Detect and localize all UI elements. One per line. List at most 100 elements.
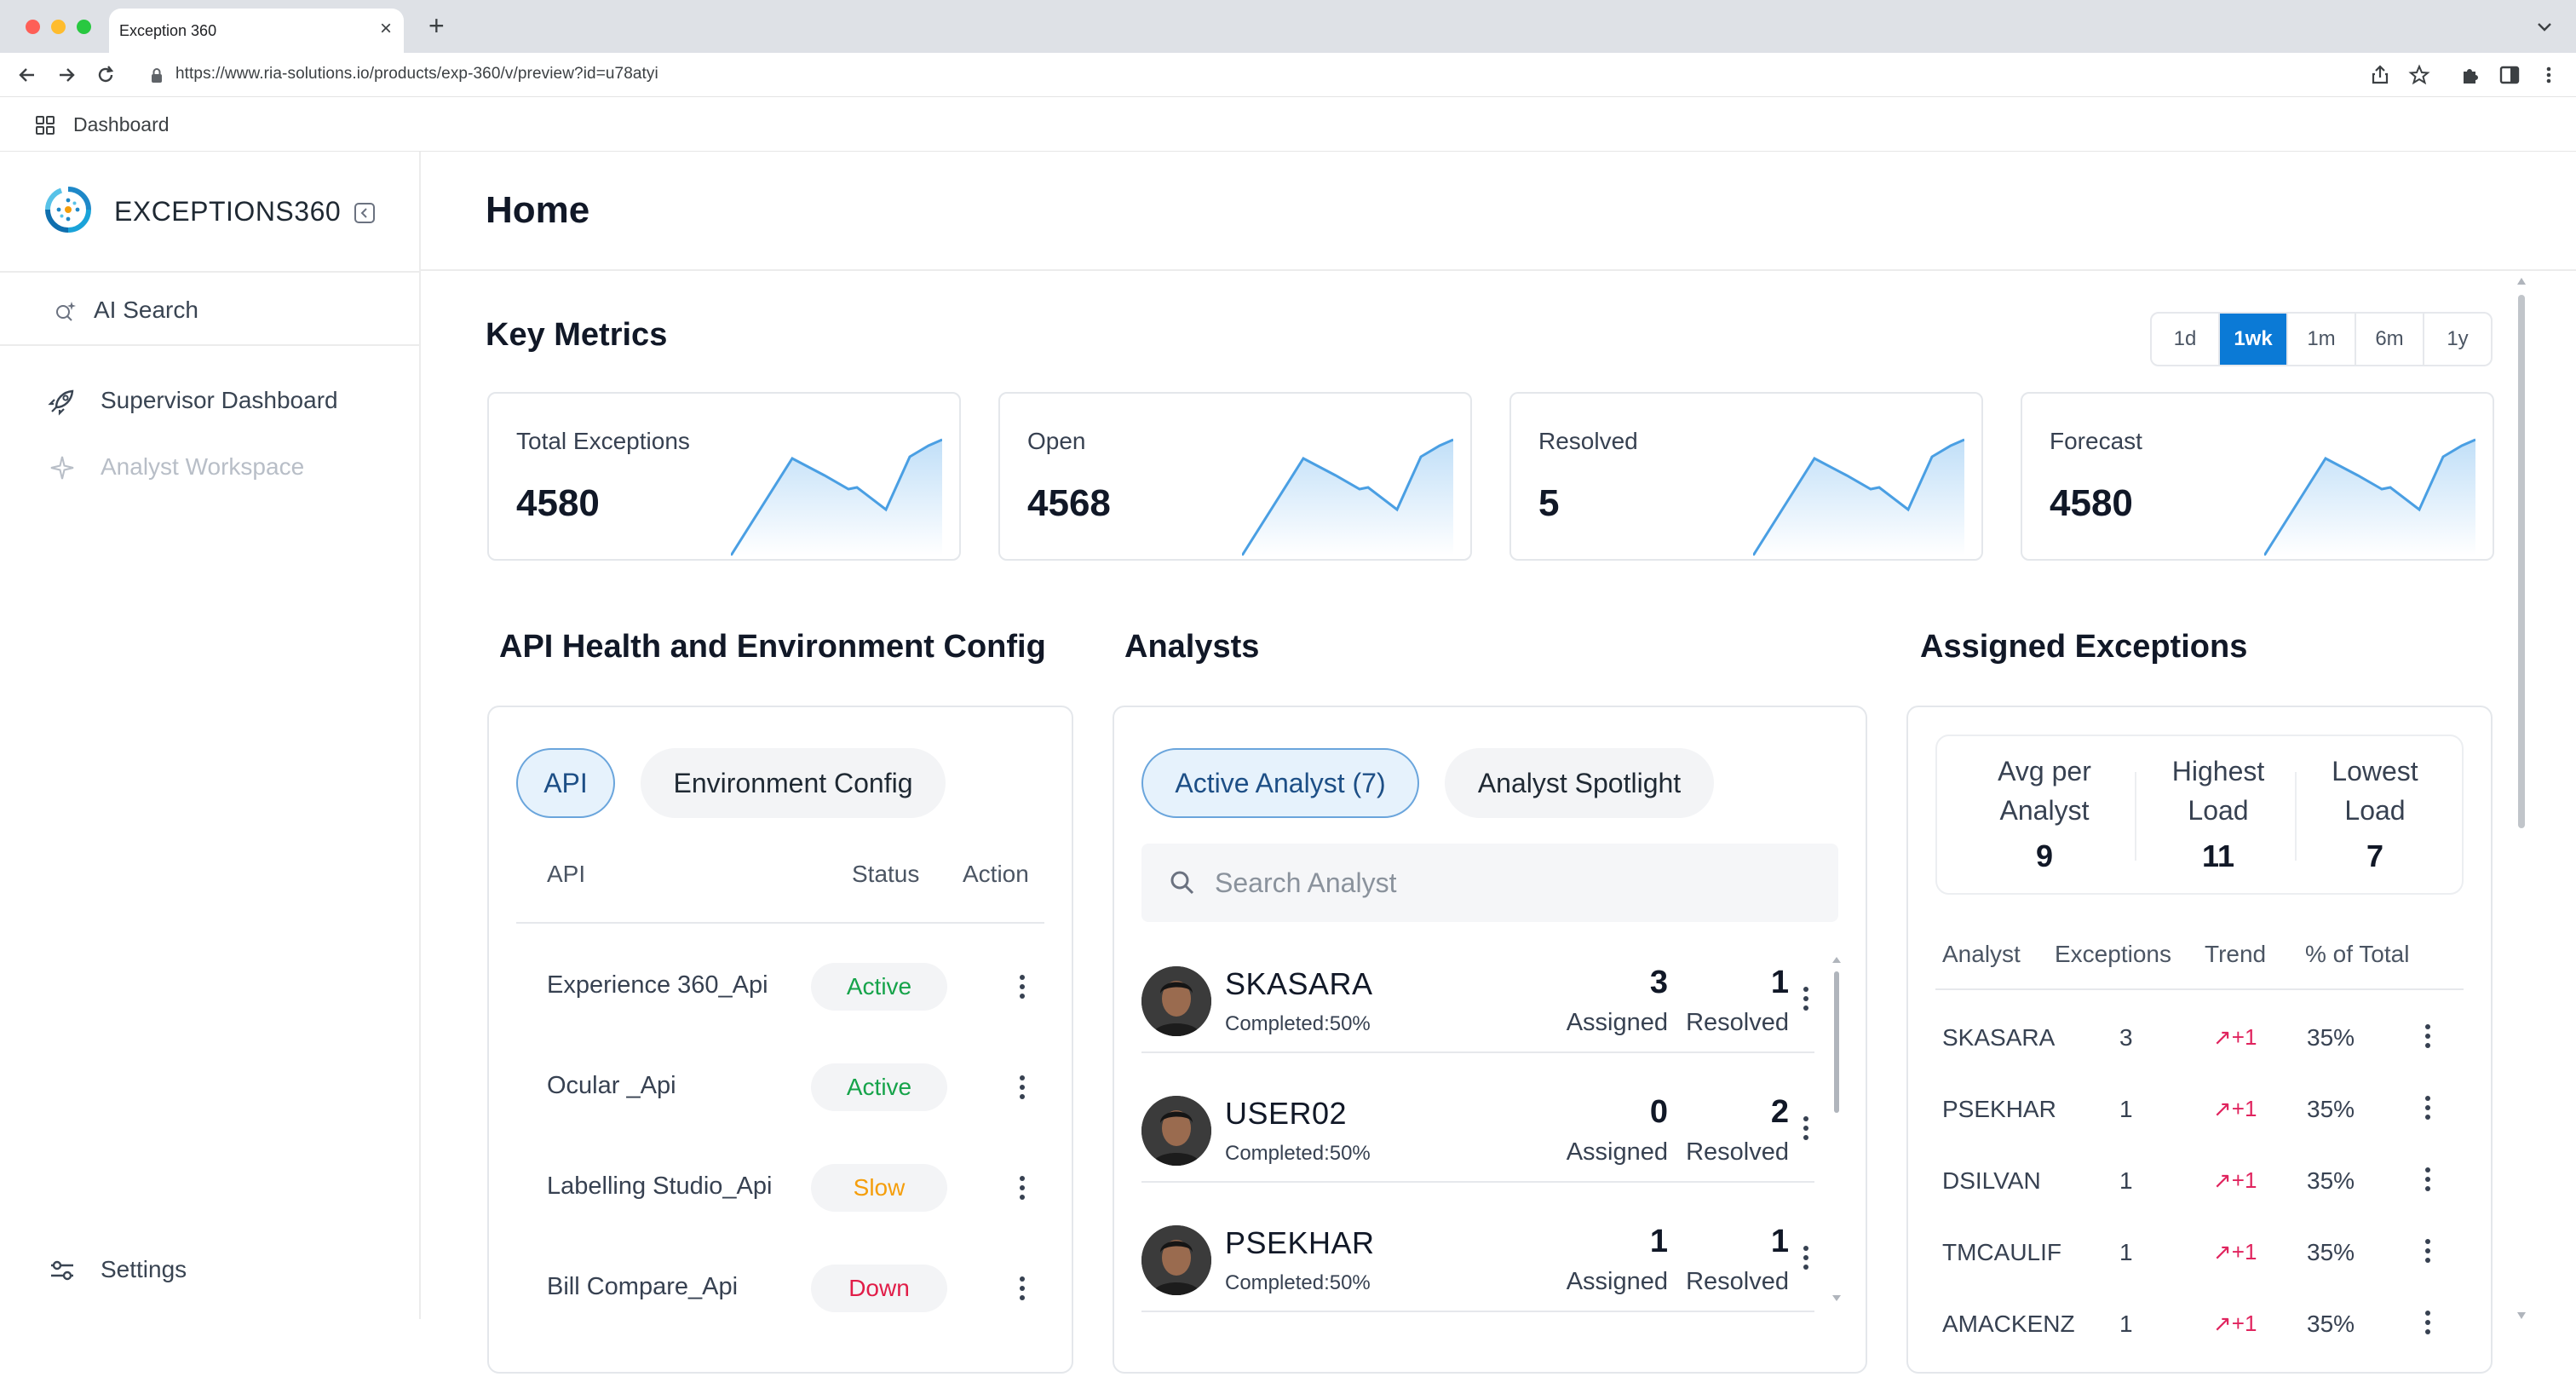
reload-icon[interactable] (94, 63, 118, 87)
analyst-name: SKASARA (1225, 966, 1373, 1001)
row-actions-menu-icon[interactable] (1019, 1075, 1026, 1103)
row-actions-menu-icon[interactable] (1019, 1276, 1026, 1304)
range-1y-button[interactable]: 1y (2447, 327, 2469, 350)
tab-api[interactable]: API (516, 748, 615, 818)
column-header-api: API (547, 861, 586, 887)
table-row[interactable]: PSEKHAR 1 ↗+1 35% (1935, 1074, 2447, 1145)
extensions-puzzle-icon[interactable] (2458, 63, 2482, 87)
trend-cell: ↗+1 (2213, 1096, 2257, 1121)
row-actions-menu-icon[interactable] (1803, 1116, 1809, 1144)
sidebar-item-label: Analyst Workspace (101, 453, 305, 480)
row-actions-menu-icon[interactable] (2424, 1167, 2431, 1195)
row-actions-menu-icon[interactable] (2424, 1096, 2431, 1123)
share-icon[interactable] (2368, 63, 2392, 87)
chevron-down-icon[interactable] (2533, 15, 2556, 37)
metric-value: 5 (1538, 482, 1560, 524)
browser-menu-icon[interactable] (2537, 63, 2561, 87)
list-item[interactable]: USER02 Completed:50% 0 Assigned 2 Resolv… (1141, 1077, 1814, 1207)
summary-lowest-load: Lowest Load 7 (2307, 752, 2443, 874)
table-row: Labelling Studio_Api Slow (489, 1138, 1068, 1239)
analyst-completion: Completed:50% (1225, 1012, 1371, 1035)
analyst-list-scrollbar[interactable] (1830, 954, 1843, 1304)
api-name: Labelling Studio_Api (547, 1172, 773, 1200)
time-range-selector: 1d 1wk 1m 6m 1y (2150, 312, 2493, 366)
lock-icon[interactable] (148, 66, 165, 85)
window-zoom-button[interactable] (77, 20, 91, 34)
new-tab-icon[interactable]: + (428, 10, 445, 41)
address-bar[interactable]: https://www.ria-solutions.io/products/ex… (175, 65, 658, 83)
ai-search-icon (56, 302, 76, 321)
metric-card-total-exceptions[interactable]: Total Exceptions 4580 (487, 392, 961, 561)
collapse-sidebar-icon[interactable] (353, 201, 377, 225)
table-row[interactable]: AMACKENZ 1 ↗+1 35% (1935, 1288, 2447, 1360)
list-divider (1141, 1311, 1814, 1312)
row-actions-menu-icon[interactable] (1019, 1176, 1026, 1203)
metric-card-resolved[interactable]: Resolved 5 (1509, 392, 1983, 561)
assigned-label: Assigned (1566, 1009, 1668, 1036)
assigned-count: 1 (1649, 1224, 1668, 1259)
sidebar-item-label: Supervisor Dashboard (101, 387, 338, 413)
trend-cell: ↗+1 (2213, 1311, 2257, 1336)
summary-label: Highest (2171, 756, 2265, 786)
row-actions-menu-icon[interactable] (2424, 1024, 2431, 1051)
assigned-count: 0 (1649, 1094, 1668, 1130)
tab-active-analyst[interactable]: Active Analyst (7) (1141, 748, 1419, 818)
side-panel-icon[interactable] (2498, 63, 2521, 87)
summary-label: Load (2344, 795, 2406, 826)
search-icon (1170, 871, 1194, 895)
avatar (1141, 966, 1211, 1036)
row-actions-menu-icon[interactable] (2424, 1311, 2431, 1338)
assigned-label: Assigned (1566, 1268, 1668, 1295)
range-1d-button[interactable]: 1d (2152, 314, 2220, 365)
metric-card-open[interactable]: Open 4568 (998, 392, 1472, 561)
exceptions-cell: 1 (2119, 1167, 2133, 1194)
range-1wk-button[interactable]: 1wk (2220, 314, 2288, 365)
column-header-trend: Trend (2205, 941, 2267, 967)
table-row: Ocular _Api Active (489, 1038, 1068, 1138)
tab-environment-config[interactable]: Environment Config (641, 748, 946, 818)
assignment-summary: Avg per Analyst 9 Highest Load 11 Lowest… (1935, 735, 2464, 895)
assigned-exceptions-panel: Avg per Analyst 9 Highest Load 1 1 Lowest… (1906, 706, 2493, 1374)
search-analyst-input[interactable]: Search Analyst (1141, 844, 1838, 922)
bookmark-star-icon[interactable] (2407, 63, 2431, 87)
bookmark-dashboard-link[interactable]: Dashboard (73, 113, 170, 135)
exceptions-cell: 1 (2119, 1096, 2133, 1122)
list-item[interactable]: SKASARA Completed:50% 3 Assigned 1 Resol… (1141, 948, 1814, 1077)
row-actions-menu-icon[interactable] (2424, 1239, 2431, 1266)
table-row[interactable]: TMCAULIF 1 ↗+1 35% (1935, 1217, 2447, 1288)
table-row[interactable]: SKASARA 3 ↗+1 35% (1935, 1002, 2447, 1074)
window-minimize-button[interactable] (51, 20, 66, 34)
status-badge: Active (811, 1063, 947, 1111)
back-arrow-icon[interactable] (15, 63, 39, 87)
summary-label: Analyst (1999, 795, 2090, 826)
row-actions-menu-icon[interactable] (1803, 987, 1809, 1014)
column-header-analyst: Analyst (1942, 941, 2021, 967)
browser-tab[interactable]: Exception 360 × (109, 9, 404, 53)
window-close-button[interactable] (26, 20, 40, 34)
page-scrollbar[interactable] (2513, 274, 2530, 1322)
resolved-count: 1 (1770, 1224, 1789, 1259)
summary-label: Avg per (1998, 756, 2091, 786)
metric-card-forecast[interactable]: Forecast 4580 (2021, 392, 2494, 561)
app-sidebar: EXCEPTIONS360 AI Search Supervisor Dashb… (0, 152, 421, 1319)
apps-grid-icon[interactable] (34, 114, 56, 136)
list-item[interactable]: PSEKHAR Completed:50% 1 Assigned 1 Resol… (1141, 1207, 1814, 1336)
row-actions-menu-icon[interactable] (1019, 975, 1026, 1002)
row-actions-menu-icon[interactable] (1803, 1246, 1809, 1273)
trend-cell: ↗+1 (2213, 1167, 2257, 1193)
metric-label: Forecast (2050, 428, 2142, 454)
forward-arrow-icon[interactable] (55, 63, 78, 87)
search-placeholder: Search Analyst (1215, 867, 1397, 898)
summary-avg-per-analyst: Avg per Analyst 9 (1976, 752, 2113, 874)
metric-label: Total Exceptions (516, 428, 690, 454)
pct-cell: 35% (2307, 1096, 2355, 1122)
trend-cell: ↗+1 (2213, 1239, 2257, 1265)
close-tab-icon[interactable]: × (379, 17, 392, 40)
table-row[interactable]: DSILVAN 1 ↗+1 35% (1935, 1145, 2447, 1217)
resolved-count: 2 (1770, 1094, 1789, 1130)
table-row: Bill Compare_Api Down (489, 1239, 1068, 1340)
range-1m-button[interactable]: 1m (2288, 314, 2356, 365)
analyst-cell: TMCAULIF (1942, 1239, 2061, 1265)
tab-analyst-spotlight[interactable]: Analyst Spotlight (1445, 748, 1714, 818)
range-6m-button[interactable]: 6m (2356, 314, 2424, 365)
